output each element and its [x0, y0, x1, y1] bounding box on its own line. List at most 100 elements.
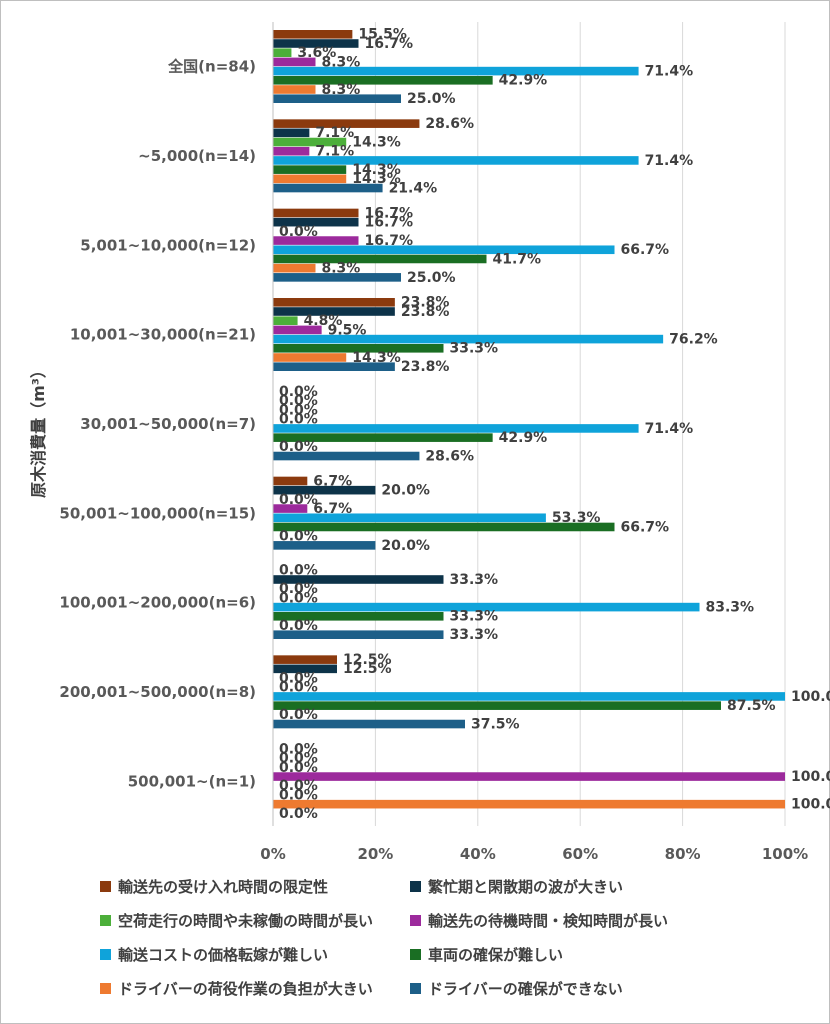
legend-swatch [410, 949, 421, 960]
bar [273, 504, 308, 513]
data-label: 0.0% [279, 618, 318, 634]
data-label: 0.0% [279, 787, 318, 803]
bar [273, 236, 359, 245]
data-label: 53.3% [552, 510, 601, 526]
data-label: 0.0% [279, 707, 318, 723]
legend-item: 輸送先の待機時間・検知時間が長い [410, 910, 668, 931]
bar [273, 701, 721, 710]
data-label: 100.0% [791, 769, 830, 785]
data-label: 71.4% [645, 153, 694, 169]
bar [273, 513, 546, 523]
legend-swatch [100, 949, 111, 960]
data-label: 7.1% [315, 125, 354, 141]
x-tick-label: 100% [762, 845, 808, 863]
data-label: 16.7% [365, 36, 414, 52]
y-category-label: 5,001~10,000(n=12) [80, 236, 256, 254]
bar [273, 30, 353, 39]
data-label: 33.3% [449, 341, 498, 357]
bar [273, 575, 444, 584]
legend-swatch [100, 915, 111, 926]
legend-label: 空荷走行の時間や未稼働の時間が長い [118, 912, 374, 930]
bar [273, 451, 420, 461]
data-label: 6.7% [313, 473, 352, 489]
data-label: 4.8% [304, 313, 343, 329]
bar [273, 485, 376, 495]
data-label: 14.3% [352, 350, 401, 366]
data-label: 100.0% [791, 689, 830, 705]
x-tick-label: 40% [460, 845, 496, 863]
bar [273, 128, 310, 138]
data-label: 42.9% [499, 430, 548, 446]
bar [273, 353, 347, 362]
data-label: 0.0% [279, 393, 318, 409]
data-label: 76.2% [669, 332, 718, 348]
y-category-label: 10,001~30,000(n=21) [70, 326, 256, 344]
bar [273, 174, 347, 184]
data-label: 15.5% [358, 27, 407, 43]
bar [273, 362, 395, 371]
data-label: 28.6% [425, 448, 474, 464]
data-label: 0.0% [279, 590, 318, 606]
data-label: 8.3% [321, 54, 360, 70]
bar [273, 66, 639, 76]
bar [273, 39, 359, 48]
legend-item: ドライバーの荷役作業の負担が大きい [100, 978, 373, 999]
bar [273, 57, 316, 67]
data-label: 0.0% [279, 412, 318, 428]
data-label: 23.8% [401, 295, 450, 311]
data-label: 20.0% [381, 538, 430, 554]
data-label: 71.4% [645, 421, 694, 437]
bar [273, 630, 444, 639]
y-category-label: ~5,000(n=14) [138, 147, 256, 165]
data-label: 16.7% [365, 205, 414, 221]
legend-label: ドライバーの確保ができない [428, 980, 623, 998]
legend-label: 輸送先の待機時間・検知時間が長い [428, 912, 669, 930]
data-label: 0.0% [279, 806, 318, 822]
legend-swatch [100, 983, 111, 994]
bar [273, 208, 359, 218]
data-label: 21.4% [389, 180, 438, 196]
legend-label: 輸送コストの価格転嫁が難しい [118, 946, 329, 964]
data-label: 28.6% [425, 116, 474, 132]
data-label: 0.0% [279, 670, 318, 686]
data-label: 14.3% [352, 162, 401, 178]
data-label: 42.9% [499, 73, 548, 89]
data-label: 0.0% [279, 581, 318, 597]
data-label: 37.5% [471, 716, 520, 732]
data-label: 3.6% [297, 45, 336, 61]
y-category-label: 100,001~200,000(n=6) [59, 594, 256, 612]
data-label: 7.1% [315, 144, 354, 160]
bar [273, 655, 337, 664]
bar [273, 137, 347, 147]
bar [273, 94, 401, 103]
bar [273, 48, 292, 57]
bar [273, 183, 383, 193]
x-tick-label: 60% [562, 845, 598, 863]
data-label: 0.0% [279, 402, 318, 418]
data-label: 14.3% [352, 134, 401, 150]
data-label: 0.0% [279, 760, 318, 776]
bar [273, 298, 395, 307]
data-label: 23.8% [401, 359, 450, 375]
data-label: 14.3% [352, 171, 401, 187]
data-label: 16.7% [365, 215, 414, 231]
data-label: 0.0% [279, 778, 318, 794]
data-label: 33.3% [449, 572, 498, 588]
data-label: 0.0% [279, 680, 318, 696]
data-label: 83.3% [705, 600, 754, 616]
bar [273, 344, 444, 353]
bar [273, 772, 785, 781]
data-label: 12.5% [343, 661, 392, 677]
legend-item: 輸送コストの価格転嫁が難しい [100, 944, 328, 965]
data-label: 0.0% [279, 529, 318, 545]
y-axis-title: 原木消費量（m³） [29, 362, 48, 498]
data-label: 23.8% [401, 304, 450, 320]
data-label: 0.0% [279, 751, 318, 767]
data-label: 9.5% [328, 322, 367, 338]
data-label: 16.7% [365, 233, 414, 249]
legend-swatch [410, 881, 421, 892]
data-label: 8.3% [321, 261, 360, 277]
data-label: 25.0% [407, 270, 456, 286]
bar [273, 424, 639, 433]
